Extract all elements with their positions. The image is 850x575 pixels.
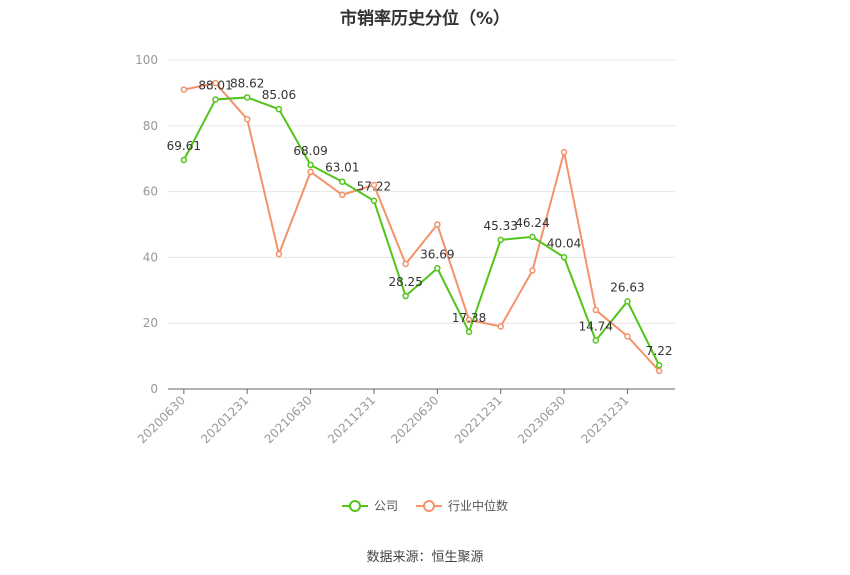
y-tick-label: 80 [143, 119, 158, 133]
data-point-company [465, 328, 473, 336]
data-label-company: 69.61 [167, 139, 201, 153]
legend-label-company: 公司 [373, 499, 398, 513]
data-label-company: 40.04 [547, 236, 581, 250]
data-point-company [529, 233, 536, 241]
data-point-company [307, 161, 314, 169]
series-line-company [182, 96, 661, 366]
y-tick-label: 100 [135, 53, 158, 67]
legend-swatch-industry [416, 499, 442, 513]
data-point-industry [434, 221, 441, 228]
data-point-industry [212, 79, 219, 87]
data-point-company [624, 298, 631, 305]
data-label-company: 88.62 [230, 76, 264, 90]
data-label-company: 68.09 [293, 144, 327, 158]
data-point-company [655, 361, 663, 369]
data-point-company [402, 292, 409, 300]
data-label-company: 46.24 [515, 216, 549, 230]
data-label-company: 85.06 [262, 88, 296, 102]
data-point-industry [180, 86, 188, 93]
data-point-company [180, 156, 188, 164]
data-label-company: 36.69 [420, 247, 454, 261]
legend-item-industry[interactable]: 行业中位数 [416, 497, 508, 514]
data-point-industry [307, 168, 314, 176]
data-label-company: 7.22 [646, 344, 673, 358]
x-tick-label: 20230630 [515, 393, 568, 446]
y-tick-label: 20 [143, 316, 158, 330]
data-point-industry [655, 367, 663, 375]
x-tick-label: 20220630 [388, 393, 441, 446]
data-label-company: 57.22 [357, 180, 391, 194]
data-point-company [560, 254, 568, 261]
data-point-industry [243, 115, 251, 123]
data-label-company: 63.01 [325, 161, 359, 175]
data-label-company: 28.25 [388, 275, 422, 289]
y-tick-label: 0 [150, 382, 158, 396]
data-point-company [434, 265, 441, 272]
data-point-industry [529, 267, 536, 274]
data-source: 数据来源：恒生聚源 [366, 550, 484, 565]
data-label-company: 26.63 [610, 280, 644, 294]
chart-title: 市销率历史分位（%） [339, 9, 511, 29]
data-point-company [592, 337, 600, 344]
legend: 公司 行业中位数 [0, 497, 850, 514]
data-label-company: 14.74 [579, 320, 613, 334]
data-point-company [497, 236, 504, 244]
legend-swatch-company [341, 499, 368, 513]
x-tick-label: 20231231 [579, 393, 632, 446]
data-point-industry [560, 148, 568, 156]
data-point-company [212, 96, 219, 103]
data-point-company [243, 94, 251, 101]
data-label-company: 17.38 [452, 311, 486, 325]
x-tick-label: 20221231 [452, 393, 505, 446]
data-point-industry [339, 191, 346, 199]
data-point-company [275, 105, 283, 113]
data-point-company [339, 178, 346, 185]
data-label-company: 88.01 [198, 78, 232, 92]
data-point-industry [402, 260, 409, 268]
x-tick-label: 20200630 [135, 393, 188, 446]
series-line-industry [183, 81, 660, 372]
data-point-industry [370, 181, 378, 189]
data-point-industry [624, 333, 631, 340]
x-tick-label: 20211231 [325, 393, 378, 446]
x-tick-label: 20210630 [262, 393, 315, 446]
y-tick-label: 40 [143, 250, 158, 264]
legend-item-company[interactable]: 公司 [341, 497, 398, 514]
data-label-company: 45.33 [484, 219, 518, 233]
data-point-industry [275, 250, 283, 258]
line-chart: 0 20 40 60 80 100 20200630 20201231 20210630 2021… [135, 53, 675, 446]
data-point-industry [465, 316, 473, 324]
y-tick-label: 60 [143, 185, 158, 199]
data-point-industry [497, 323, 504, 330]
data-point-industry [592, 306, 600, 314]
data-point-company [370, 197, 378, 204]
x-tick-label: 20201231 [198, 393, 251, 446]
legend-label-industry: 行业中位数 [448, 499, 509, 513]
